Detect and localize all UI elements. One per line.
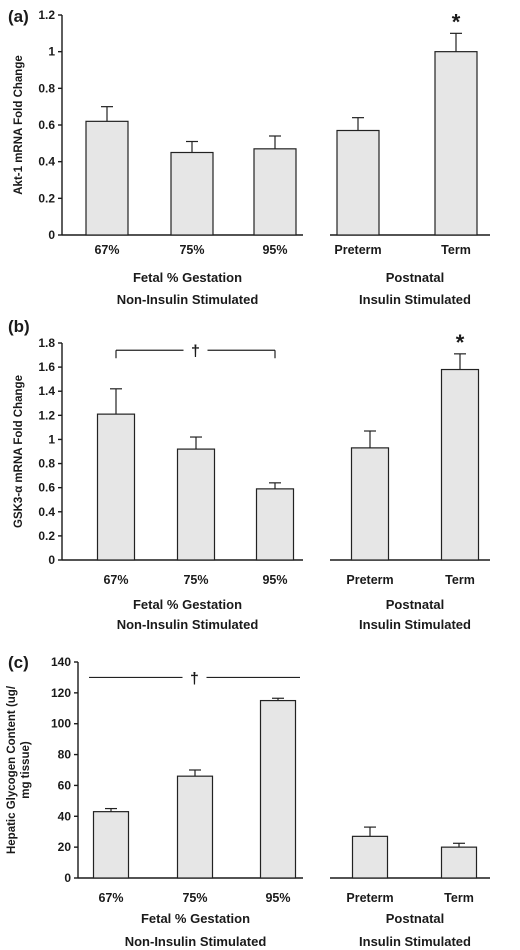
panel-c-fetal-stimulation-label: Non-Insulin Stimulated — [125, 934, 267, 949]
panel-b-y-tick-label: 0.2 — [38, 529, 55, 543]
panel-b-x-tick-label: 75% — [183, 573, 208, 587]
panel-a-bar — [434, 51, 478, 236]
panel-c-y-axis-title: mg tissue) — [20, 741, 32, 799]
panel-c-bar — [176, 775, 214, 879]
panel-c-x-tick-label: 95% — [265, 891, 290, 905]
panel-b-label: (b) — [8, 317, 30, 336]
panel-a-y-tick-label: 0.6 — [38, 118, 55, 132]
panel-b-y-tick-label: 1 — [48, 432, 55, 446]
panel-c-y-tick-label: 0 — [64, 871, 71, 885]
panel-b-fetal-group-label: Fetal % Gestation — [133, 597, 242, 612]
panel-b-y-axis-title: GSK3-α mRNA Fold Change — [13, 375, 25, 528]
panel-c-label: (c) — [8, 653, 29, 672]
panel-b-y-tick-label: 1.4 — [38, 384, 55, 398]
panel-b-y-tick-label: 1.2 — [38, 408, 55, 422]
panel-a-x-tick-label: Term — [441, 243, 471, 257]
panel-a-y-tick-label: 1.2 — [38, 8, 55, 22]
panel-c-bar — [92, 811, 130, 879]
panel-a-bar — [85, 120, 129, 236]
panel-b-x-tick-label: 95% — [262, 573, 287, 587]
panel-a-bar — [170, 151, 214, 236]
panel-c-x-tick-label: 67% — [98, 891, 123, 905]
panel-a-postnatal-group-label: Postnatal — [386, 270, 445, 285]
panel-a-significance-asterisk: * — [452, 9, 461, 34]
panel-a-y-tick-label: 0.4 — [38, 155, 55, 169]
panel-a-x-tick-label: 67% — [94, 243, 119, 257]
panel-b-significance-asterisk: * — [456, 330, 465, 355]
panel-c-y-tick-label: 20 — [58, 840, 72, 854]
panel-c-postnatal-stimulation-label: Insulin Stimulated — [359, 934, 471, 949]
panel-b-y-tick-label: 0.6 — [38, 481, 55, 495]
panel-c-significance-dagger: † — [190, 670, 199, 687]
panel-b-y-tick-label: 0.8 — [38, 457, 55, 471]
panel-c-bar — [440, 846, 478, 879]
panel-a-y-tick-label: 0.8 — [38, 81, 55, 95]
panel-a-fetal-group-label: Fetal % Gestation — [133, 270, 242, 285]
panel-b-postnatal-group-label: Postnatal — [386, 597, 445, 612]
panel-b-bar — [350, 447, 390, 561]
panel-b-y-tick-label: 1.8 — [38, 336, 55, 350]
panel-b-bar — [440, 368, 480, 561]
panel-a-x-tick-label: 95% — [262, 243, 287, 257]
panel-b-postnatal-stimulation-label: Insulin Stimulated — [359, 617, 471, 632]
panel-a-y-tick-label: 0 — [48, 228, 55, 242]
panel-a-y-axis-title: Akt-1 mRNA Fold Change — [13, 55, 25, 195]
panel-c-y-tick-label: 60 — [58, 778, 72, 792]
panel-c-bar — [351, 835, 389, 879]
panel-b-bar — [96, 413, 136, 561]
panel-c-x-tick-label: Term — [444, 891, 474, 905]
panel-c-postnatal-group-label: Postnatal — [386, 911, 445, 926]
panel-c-y-tick-label: 100 — [51, 717, 71, 731]
panel-b-y-tick-label: 1.6 — [38, 360, 55, 374]
panel-b-x-tick-label: 67% — [103, 573, 128, 587]
panel-a-bar — [253, 148, 297, 236]
panel-c-fetal-group-label: Fetal % Gestation — [141, 911, 250, 926]
panel-c-bar — [259, 699, 297, 879]
panel-b-fetal-stimulation-label: Non-Insulin Stimulated — [117, 617, 259, 632]
panel-a-postnatal-stimulation-label: Insulin Stimulated — [359, 292, 471, 307]
panel-a-x-tick-label: Preterm — [334, 243, 381, 257]
panel-a-fetal-stimulation-label: Non-Insulin Stimulated — [117, 292, 259, 307]
panel-a-y-tick-label: 1 — [48, 45, 55, 59]
panel-b-x-tick-label: Term — [445, 573, 475, 587]
panel-b-bar — [176, 448, 216, 561]
panel-b-y-tick-label: 0.4 — [38, 505, 55, 519]
panel-a-x-tick-label: 75% — [179, 243, 204, 257]
panel-b-bar — [255, 488, 295, 561]
panel-b-x-tick-label: Preterm — [346, 573, 393, 587]
panel-b-significance-dagger: † — [191, 343, 200, 360]
panel-b-y-tick-label: 0 — [48, 553, 55, 567]
panel-a-bar — [336, 129, 380, 236]
panel-a-label: (a) — [8, 7, 29, 26]
panel-c-y-tick-label: 40 — [58, 809, 72, 823]
panel-c-x-tick-label: 75% — [182, 891, 207, 905]
panel-c-y-tick-label: 140 — [51, 655, 71, 669]
panel-c-x-tick-label: Preterm — [346, 891, 393, 905]
panel-c-y-tick-label: 120 — [51, 686, 71, 700]
panel-a-y-tick-label: 0.2 — [38, 191, 55, 205]
panel-c-y-axis-title: Hepatic Glycogen Content (ug/ — [6, 685, 18, 854]
panel-c-y-tick-label: 80 — [58, 748, 72, 762]
